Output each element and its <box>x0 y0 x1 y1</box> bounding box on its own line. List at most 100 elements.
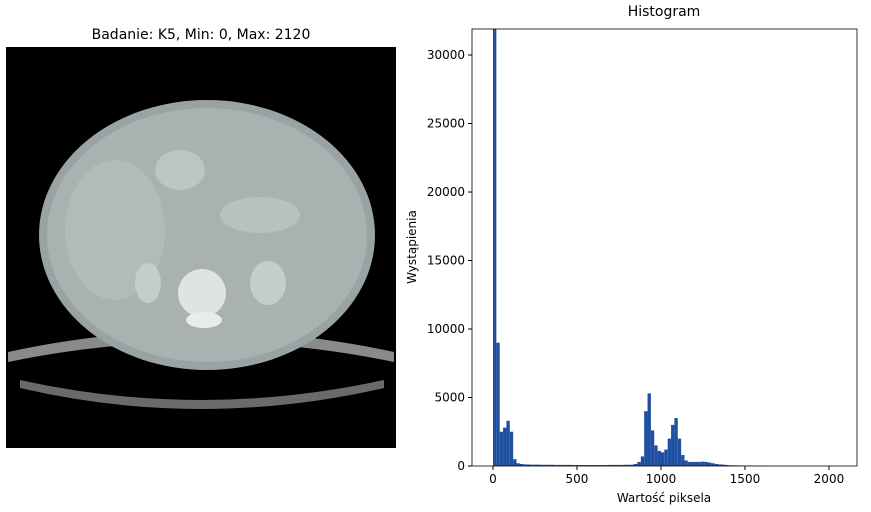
pancreas <box>220 197 300 233</box>
bar <box>721 464 725 466</box>
bar <box>587 465 591 466</box>
bar <box>540 464 544 466</box>
y-tick-label: 0 <box>457 459 465 473</box>
bar <box>503 427 507 466</box>
bar <box>499 431 504 466</box>
bar <box>523 464 527 466</box>
bar <box>560 464 564 466</box>
bar <box>536 464 541 466</box>
y-axis-label: Wystąpienia <box>405 210 419 284</box>
bar <box>677 438 682 466</box>
bar <box>610 464 614 466</box>
bar <box>496 342 500 466</box>
bar <box>650 430 655 466</box>
bar <box>708 462 712 466</box>
bar <box>583 465 588 466</box>
bar <box>728 465 732 466</box>
x-tick-label: 2000 <box>814 472 845 486</box>
bar <box>573 465 577 466</box>
bar <box>637 461 641 466</box>
spine-process <box>186 312 222 328</box>
bar <box>674 418 678 466</box>
bar <box>526 464 530 466</box>
bar <box>570 464 574 466</box>
bar <box>624 464 628 466</box>
bar <box>566 464 571 466</box>
bar <box>681 455 685 466</box>
bar <box>714 463 719 466</box>
bar <box>687 461 692 466</box>
x-tick-label: 1000 <box>646 472 677 486</box>
x-tick-label: 0 <box>489 472 497 486</box>
x-axis-label: Wartość piksela <box>617 491 711 505</box>
bar <box>617 464 621 466</box>
bar <box>640 456 645 466</box>
bar <box>603 465 608 466</box>
image-title: Badanie: K5, Min: 0, Max: 2120 <box>92 27 311 43</box>
vertebra <box>178 269 226 317</box>
bar <box>576 465 581 466</box>
liver <box>65 160 165 300</box>
y-tick-label: 10000 <box>427 322 465 336</box>
bar <box>711 463 715 466</box>
y-tick-label: 25000 <box>427 117 465 131</box>
bar <box>556 464 561 466</box>
bar <box>506 420 510 466</box>
bar <box>694 461 698 466</box>
bar <box>627 464 631 466</box>
bar <box>644 411 648 466</box>
y-tick-label: 15000 <box>427 254 465 268</box>
bar <box>654 445 658 466</box>
y-tick-label: 30000 <box>427 48 465 62</box>
bar <box>620 464 625 466</box>
bar <box>718 464 722 466</box>
x-tick-label: 500 <box>566 472 589 486</box>
kidney-left <box>250 261 286 305</box>
bar <box>660 452 665 466</box>
bar <box>607 464 611 466</box>
bar <box>597 465 601 466</box>
stomach <box>155 150 205 190</box>
bar <box>553 464 557 466</box>
bar <box>516 463 520 466</box>
table-bottom <box>20 380 384 409</box>
histogram: Histogram Wartość piksela Wystąpienia <box>405 4 711 505</box>
bar <box>667 438 672 466</box>
bar <box>543 464 547 466</box>
plot-frame <box>471 28 858 467</box>
kidney-right <box>135 263 161 303</box>
bar <box>704 461 709 466</box>
bar <box>684 460 688 466</box>
bar <box>519 463 524 466</box>
bar <box>613 464 618 466</box>
bar <box>630 464 635 466</box>
bar <box>546 464 551 466</box>
bar <box>533 464 537 466</box>
bar <box>697 461 702 466</box>
y-tick-label: 5000 <box>434 391 465 405</box>
bar <box>600 465 604 466</box>
bar <box>590 465 594 466</box>
bar <box>724 464 729 466</box>
bar <box>647 393 651 466</box>
bar <box>664 449 668 466</box>
bar <box>513 459 517 466</box>
bar <box>509 431 514 466</box>
y-tick-label: 20000 <box>427 185 465 199</box>
histogram-title: Histogram <box>628 4 701 20</box>
bar <box>593 465 598 466</box>
bar <box>529 464 534 466</box>
bar <box>701 461 705 466</box>
bar <box>563 464 567 466</box>
bar <box>691 461 695 466</box>
x-tick-label: 1500 <box>730 472 761 486</box>
bar <box>657 450 661 466</box>
bar <box>580 465 584 466</box>
bar <box>671 424 675 466</box>
ct-image <box>6 47 396 448</box>
bar <box>634 463 638 466</box>
bar <box>550 464 554 466</box>
bar <box>492 29 497 466</box>
